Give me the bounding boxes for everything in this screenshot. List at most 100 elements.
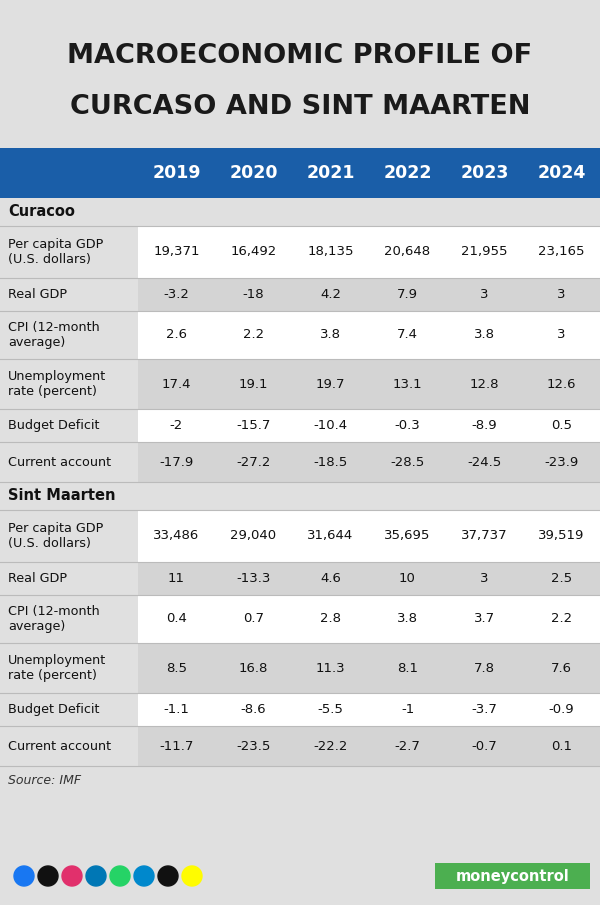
Text: Unemployment
rate (percent): Unemployment rate (percent) [8,370,106,398]
Text: CURCASO AND SINT MAARTEN: CURCASO AND SINT MAARTEN [70,93,530,119]
Bar [0,311,138,359]
Bar [215,226,292,278]
Text: 2.8: 2.8 [320,613,341,625]
Text: 16,492: 16,492 [230,245,277,259]
Text: 2.2: 2.2 [243,329,264,341]
Bar [138,311,215,359]
Bar [138,359,215,409]
Text: 4.2: 4.2 [320,288,341,301]
Circle shape [182,866,202,886]
Text: 2021: 2021 [306,164,355,182]
Bar [292,510,369,562]
Bar [138,226,215,278]
Bar [0,643,138,693]
Bar [292,359,369,409]
Circle shape [86,866,106,886]
Bar [292,595,369,643]
Bar [0,198,600,226]
Bar [0,562,138,595]
Text: 3: 3 [480,572,489,585]
Text: -18: -18 [242,288,265,301]
Bar [0,226,138,278]
Text: 0.4: 0.4 [166,613,187,625]
Text: 21,955: 21,955 [461,245,508,259]
Circle shape [38,866,58,886]
Text: -0.7: -0.7 [472,739,497,752]
Text: MACROECONOMIC PROFILE OF: MACROECONOMIC PROFILE OF [67,43,533,70]
Text: 3: 3 [480,288,489,301]
Text: 12.8: 12.8 [470,377,499,390]
Bar [292,693,369,726]
Text: -24.5: -24.5 [467,455,502,469]
Text: 7.8: 7.8 [474,662,495,674]
Text: Budget Deficit: Budget Deficit [8,419,100,432]
Bar [292,562,369,595]
Bar [446,409,523,442]
Text: moneycontrol: moneycontrol [455,869,569,883]
Bar [215,409,292,442]
Bar [215,643,292,693]
Bar [138,595,215,643]
Text: 0.7: 0.7 [243,613,264,625]
Text: 8.5: 8.5 [166,662,187,674]
Bar [292,226,369,278]
Text: CPI (12-month
average): CPI (12-month average) [8,605,100,634]
Bar [523,595,600,643]
Bar [215,726,292,766]
Bar [138,409,215,442]
Text: -2: -2 [170,419,183,432]
Bar [446,562,523,595]
Circle shape [134,866,154,886]
Bar [523,726,600,766]
Text: 12.6: 12.6 [547,377,576,390]
Text: Per capita GDP
(U.S. dollars): Per capita GDP (U.S. dollars) [8,522,103,550]
Text: 19.1: 19.1 [239,377,268,390]
Text: 8.1: 8.1 [397,662,418,674]
Circle shape [62,866,82,886]
Bar [0,0,600,148]
Bar [369,595,446,643]
Bar [292,278,369,311]
Text: 39,519: 39,519 [538,529,584,542]
Bar [446,595,523,643]
Text: 3: 3 [557,288,566,301]
Bar [0,726,138,766]
Bar [0,442,138,482]
Text: 2.2: 2.2 [551,613,572,625]
Bar [369,226,446,278]
Bar [369,643,446,693]
Text: 19,371: 19,371 [153,245,200,259]
Bar [138,726,215,766]
Bar [215,595,292,643]
Bar [446,693,523,726]
Bar [446,643,523,693]
Text: -27.2: -27.2 [236,455,271,469]
Bar [138,510,215,562]
Text: Per capita GDP
(U.S. dollars): Per capita GDP (U.S. dollars) [8,238,103,266]
Text: -8.9: -8.9 [472,419,497,432]
Bar [523,643,600,693]
Bar [446,226,523,278]
Bar [523,562,600,595]
Bar [292,643,369,693]
Bar [215,311,292,359]
Bar [292,311,369,359]
Text: 2019: 2019 [152,164,201,182]
Text: 3.8: 3.8 [320,329,341,341]
Text: -3.2: -3.2 [164,288,190,301]
Text: 29,040: 29,040 [230,529,277,542]
Bar [369,409,446,442]
Bar [215,562,292,595]
Bar [446,359,523,409]
Text: -0.9: -0.9 [548,703,574,716]
Bar [369,510,446,562]
Text: 23,165: 23,165 [538,245,585,259]
Text: Source: IMF: Source: IMF [8,774,81,786]
Text: 33,486: 33,486 [154,529,200,542]
Bar [0,510,138,562]
Text: 10: 10 [399,572,416,585]
Text: 2.5: 2.5 [551,572,572,585]
Bar [446,442,523,482]
Text: 37,737: 37,737 [461,529,508,542]
Bar [523,442,600,482]
